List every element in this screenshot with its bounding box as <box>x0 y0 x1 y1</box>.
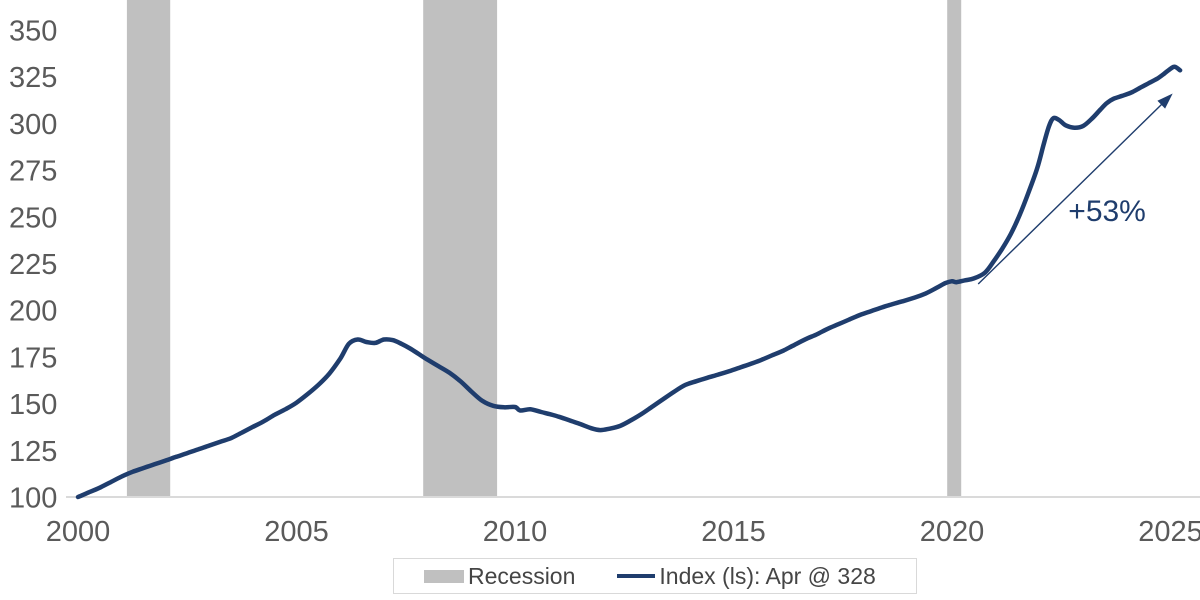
growth-annotation-label: +53% <box>1068 195 1146 228</box>
legend-label-recession: Recession <box>468 562 576 589</box>
index-line-swatch-icon <box>617 574 656 578</box>
growth-arrowhead-icon <box>1157 93 1173 109</box>
y-tick-label: 225 <box>9 249 57 281</box>
x-tick-label: 2000 <box>46 516 111 548</box>
legend-label-index: Index (ls): Apr @ 328 <box>659 562 876 589</box>
x-tick-label: 2010 <box>483 516 548 548</box>
x-tick-label: 2025 <box>1138 516 1200 548</box>
y-tick-label: 200 <box>9 296 57 328</box>
y-tick-label: 350 <box>9 16 57 48</box>
y-tick-label: 150 <box>9 389 57 421</box>
recession-band <box>423 0 498 497</box>
y-tick-label: 125 <box>9 436 57 468</box>
legend-item-recession: Recession <box>424 563 575 590</box>
recession-band <box>947 0 962 497</box>
y-tick-label: 175 <box>9 342 57 374</box>
y-tick-label: 250 <box>9 202 57 234</box>
legend-item-index: Index (ls): Apr @ 328 <box>617 562 876 590</box>
recession-swatch-icon <box>424 569 464 583</box>
x-tick-label: 2005 <box>264 516 329 548</box>
y-tick-label: 325 <box>9 62 57 94</box>
chart-legend: Recession Index (ls): Apr @ 328 <box>393 558 917 594</box>
recession-band <box>126 0 171 497</box>
y-tick-label: 100 <box>9 483 57 515</box>
growth-arrow <box>977 98 1168 285</box>
x-tick-label: 2020 <box>920 516 985 548</box>
line-chart: 100 125 150 175 200 225 250 275 300 325 350 2000 200… <box>9 0 1200 548</box>
index-series-line <box>75 64 1183 500</box>
x-tick-label: 2015 <box>701 516 766 548</box>
y-tick-label: 275 <box>9 156 57 188</box>
y-tick-label: 300 <box>9 109 57 141</box>
